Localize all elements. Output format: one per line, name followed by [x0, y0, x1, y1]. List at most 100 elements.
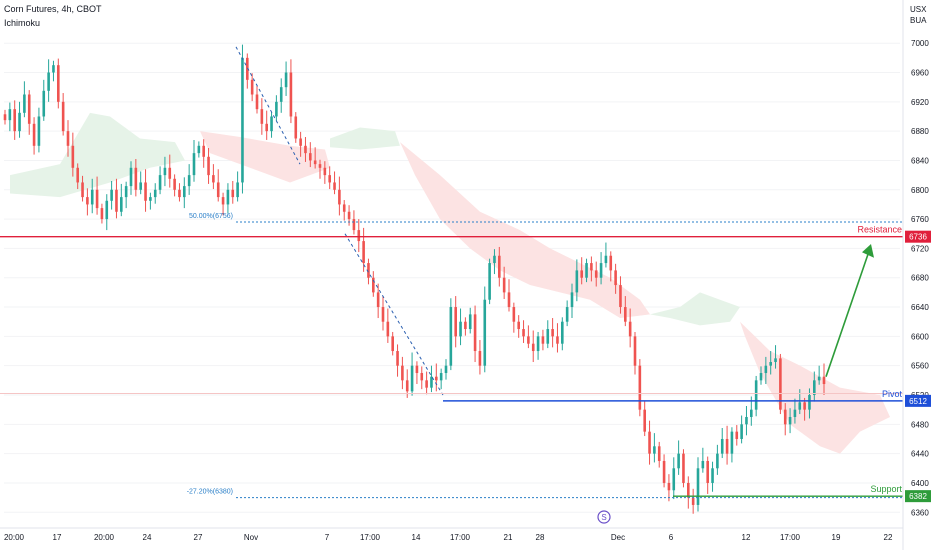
ichimoku-cloud — [10, 112, 890, 454]
y-tick-label: 7000 — [911, 39, 929, 48]
candle-body — [284, 72, 288, 88]
candle-body — [420, 373, 424, 381]
candle-body — [405, 380, 409, 392]
candle-body — [381, 307, 385, 322]
candle-body — [376, 292, 380, 308]
y-tick-label: 6600 — [911, 332, 929, 341]
candle-body — [221, 197, 225, 205]
y-tick-label: 6480 — [911, 420, 929, 429]
candle-body — [27, 94, 31, 124]
resistance-tag-text: 6736 — [909, 233, 927, 242]
candle-body — [3, 114, 7, 121]
fib-label: 50.00%(6756) — [189, 213, 233, 220]
x-tick-label: 14 — [412, 533, 421, 542]
fib-label: -27.20%(6380) — [187, 489, 233, 496]
candle-body — [372, 277, 375, 293]
candle-body — [212, 175, 215, 183]
candle-body — [740, 424, 743, 439]
candle-body — [178, 189, 181, 198]
gridlines — [4, 42, 900, 513]
y-tick-label: 6680 — [911, 274, 929, 283]
candle-body — [313, 160, 317, 165]
x-tick-label: 17:00 — [360, 533, 381, 542]
candle-body — [42, 90, 46, 117]
candle-body — [682, 453, 685, 483]
x-tick-label: 24 — [143, 533, 152, 542]
candle-body — [464, 321, 467, 330]
candle-body — [47, 72, 50, 91]
candle-body — [677, 453, 680, 469]
candle-body — [696, 468, 700, 505]
candle-body — [57, 65, 60, 102]
y-tick-label: 6440 — [911, 450, 929, 459]
indicator-label[interactable]: Ichimoku — [4, 18, 41, 28]
candle-body — [817, 376, 821, 381]
candle-body — [362, 241, 365, 264]
candle-body — [594, 270, 598, 278]
candle-body — [522, 329, 525, 337]
candle-body — [822, 376, 826, 385]
candle-body — [517, 321, 520, 330]
candle-body — [764, 365, 768, 374]
x-tick-label: 17:00 — [780, 533, 801, 542]
candle-body — [502, 277, 506, 293]
candle-body — [144, 182, 147, 201]
candle-body — [449, 307, 453, 366]
candle-body — [66, 131, 70, 146]
candle-body — [71, 145, 75, 168]
candle-body — [415, 365, 419, 374]
candle-body — [246, 57, 249, 80]
cloud-bearish — [400, 142, 650, 319]
candle-body — [556, 336, 559, 344]
candle-body — [231, 189, 235, 198]
x-tick-label: 22 — [884, 533, 893, 542]
x-tick-label: 27 — [194, 533, 203, 542]
symbol-title[interactable]: Corn Futures, 4h, CBOT — [4, 4, 102, 14]
candle-body — [561, 321, 564, 344]
candle-body — [672, 468, 676, 491]
pivot-tag-text: 6512 — [909, 397, 927, 406]
candle-body — [8, 109, 12, 121]
candle-body — [803, 402, 806, 410]
candle-body — [779, 358, 782, 410]
candle-body — [139, 182, 142, 190]
candle-body — [323, 167, 327, 176]
candle-body — [531, 343, 535, 352]
candle-body — [338, 189, 341, 205]
y-tick-label: 6360 — [911, 508, 929, 517]
candle-body — [226, 189, 230, 205]
candle-body — [120, 197, 123, 212]
candle-body — [774, 358, 777, 363]
candle-body — [61, 101, 65, 132]
levels: 50.00%(6756) -27.20%(6380) Resistance Pivot… — [0, 46, 903, 524]
resistance-tag — [905, 230, 931, 243]
candle-body — [342, 204, 346, 212]
candle-body — [192, 153, 196, 176]
candle-body — [599, 263, 603, 278]
candle-body — [216, 182, 220, 198]
candle-body — [638, 365, 642, 410]
candle-body — [730, 431, 734, 454]
currency-line1: USX — [910, 5, 927, 14]
candle-body — [706, 460, 709, 483]
cloud-bearish — [200, 131, 330, 183]
pivot-label: Pivot — [882, 389, 903, 399]
candle-body — [435, 376, 438, 381]
candle-body — [750, 409, 753, 417]
candle-body — [153, 189, 157, 198]
x-tick-label: 6 — [669, 533, 674, 542]
candle-body — [86, 197, 89, 205]
x-tick-label: 17 — [53, 533, 62, 542]
event-icon-glyph: S — [601, 513, 606, 522]
candle-body — [541, 336, 545, 344]
y-tick-label: 6800 — [911, 186, 929, 195]
currency-label[interactable]: USX BUA — [910, 4, 926, 26]
y-tick-label: 6720 — [911, 244, 929, 253]
candle-body — [309, 153, 312, 161]
candle-body — [173, 178, 176, 190]
candle-body — [124, 186, 128, 198]
candle-body — [23, 94, 26, 113]
candle-body — [735, 431, 739, 439]
